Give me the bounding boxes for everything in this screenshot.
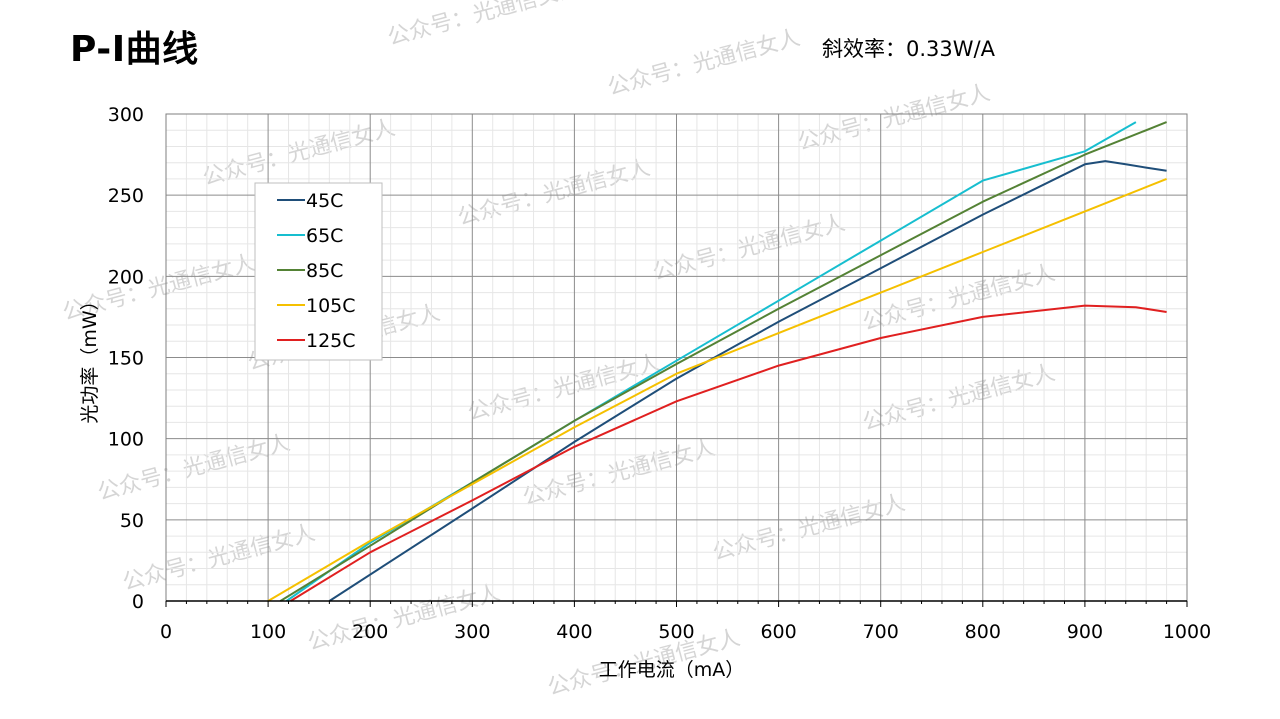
x-tick-label: 1000 — [1163, 621, 1211, 643]
x-tick-label: 400 — [556, 621, 592, 643]
x-tick-label: 0 — [160, 621, 172, 643]
watermark-text: 公众号：光通信女人 — [605, 25, 803, 100]
watermark-text: 公众号：光通信女人 — [385, 0, 583, 51]
x-tick-label: 800 — [965, 621, 1001, 643]
y-tick-label: 100 — [108, 429, 144, 451]
legend-label-105C: 105C — [306, 295, 356, 317]
x-tick-label: 300 — [454, 621, 490, 643]
x-tick-label: 900 — [1067, 621, 1103, 643]
y-tick-label: 150 — [108, 348, 144, 370]
x-tick-label: 700 — [863, 621, 899, 643]
legend-label-85C: 85C — [306, 260, 343, 282]
legend: 45C 65C 85C 105C 125C — [254, 182, 383, 361]
watermark-text: 公众号：光通信女人 — [200, 115, 398, 190]
legend-label-45C: 45C — [306, 190, 343, 212]
x-tick-label: 100 — [250, 621, 286, 643]
slope-efficiency-label: 斜效率：0.33W/A — [822, 37, 995, 61]
y-tick-label: 200 — [108, 266, 144, 288]
y-axis-label: 光功率（mW） — [79, 291, 101, 423]
page-title: P-I曲线 — [70, 29, 199, 70]
legend-box — [254, 182, 383, 361]
watermark-layer: 公众号：光通信女人公众号：光通信女人公众号：光通信女人公众号：光通信女人公众号：… — [60, 0, 1058, 701]
series-layer — [267, 121, 1167, 602]
series-line-85C — [279, 121, 1167, 602]
y-tick-label: 0 — [132, 591, 144, 613]
series-line-105C — [267, 177, 1167, 602]
watermark-text: 公众号：光通信女人 — [710, 490, 908, 565]
watermark-text: 公众号：光通信女人 — [860, 260, 1058, 335]
watermark-text: 公众号：光通信女人 — [795, 80, 993, 155]
y-tick-label: 250 — [108, 185, 144, 207]
series-line-125C — [290, 304, 1167, 602]
watermark-text: 公众号：光通信女人 — [520, 435, 718, 510]
series-line-45C — [328, 160, 1167, 602]
watermark-text: 公众号：光通信女人 — [305, 580, 503, 655]
y-tick-label: 300 — [108, 104, 144, 126]
x-tick-label: 600 — [760, 621, 796, 643]
watermark-text: 公众号：光通信女人 — [860, 360, 1058, 435]
x-tick-label: 200 — [352, 621, 388, 643]
watermark-text: 公众号：光通信女人 — [650, 210, 848, 285]
x-axis-label: 工作电流（mA） — [599, 659, 745, 681]
x-tick-label: 500 — [658, 621, 694, 643]
y-tick-label: 50 — [120, 510, 144, 532]
axes-layer: 0 100 200 300 400 500 600 700 800 900 1000 0 50 100 15… — [79, 104, 1211, 681]
legend-label-125C: 125C — [306, 330, 356, 352]
legend-label-65C: 65C — [306, 225, 343, 247]
